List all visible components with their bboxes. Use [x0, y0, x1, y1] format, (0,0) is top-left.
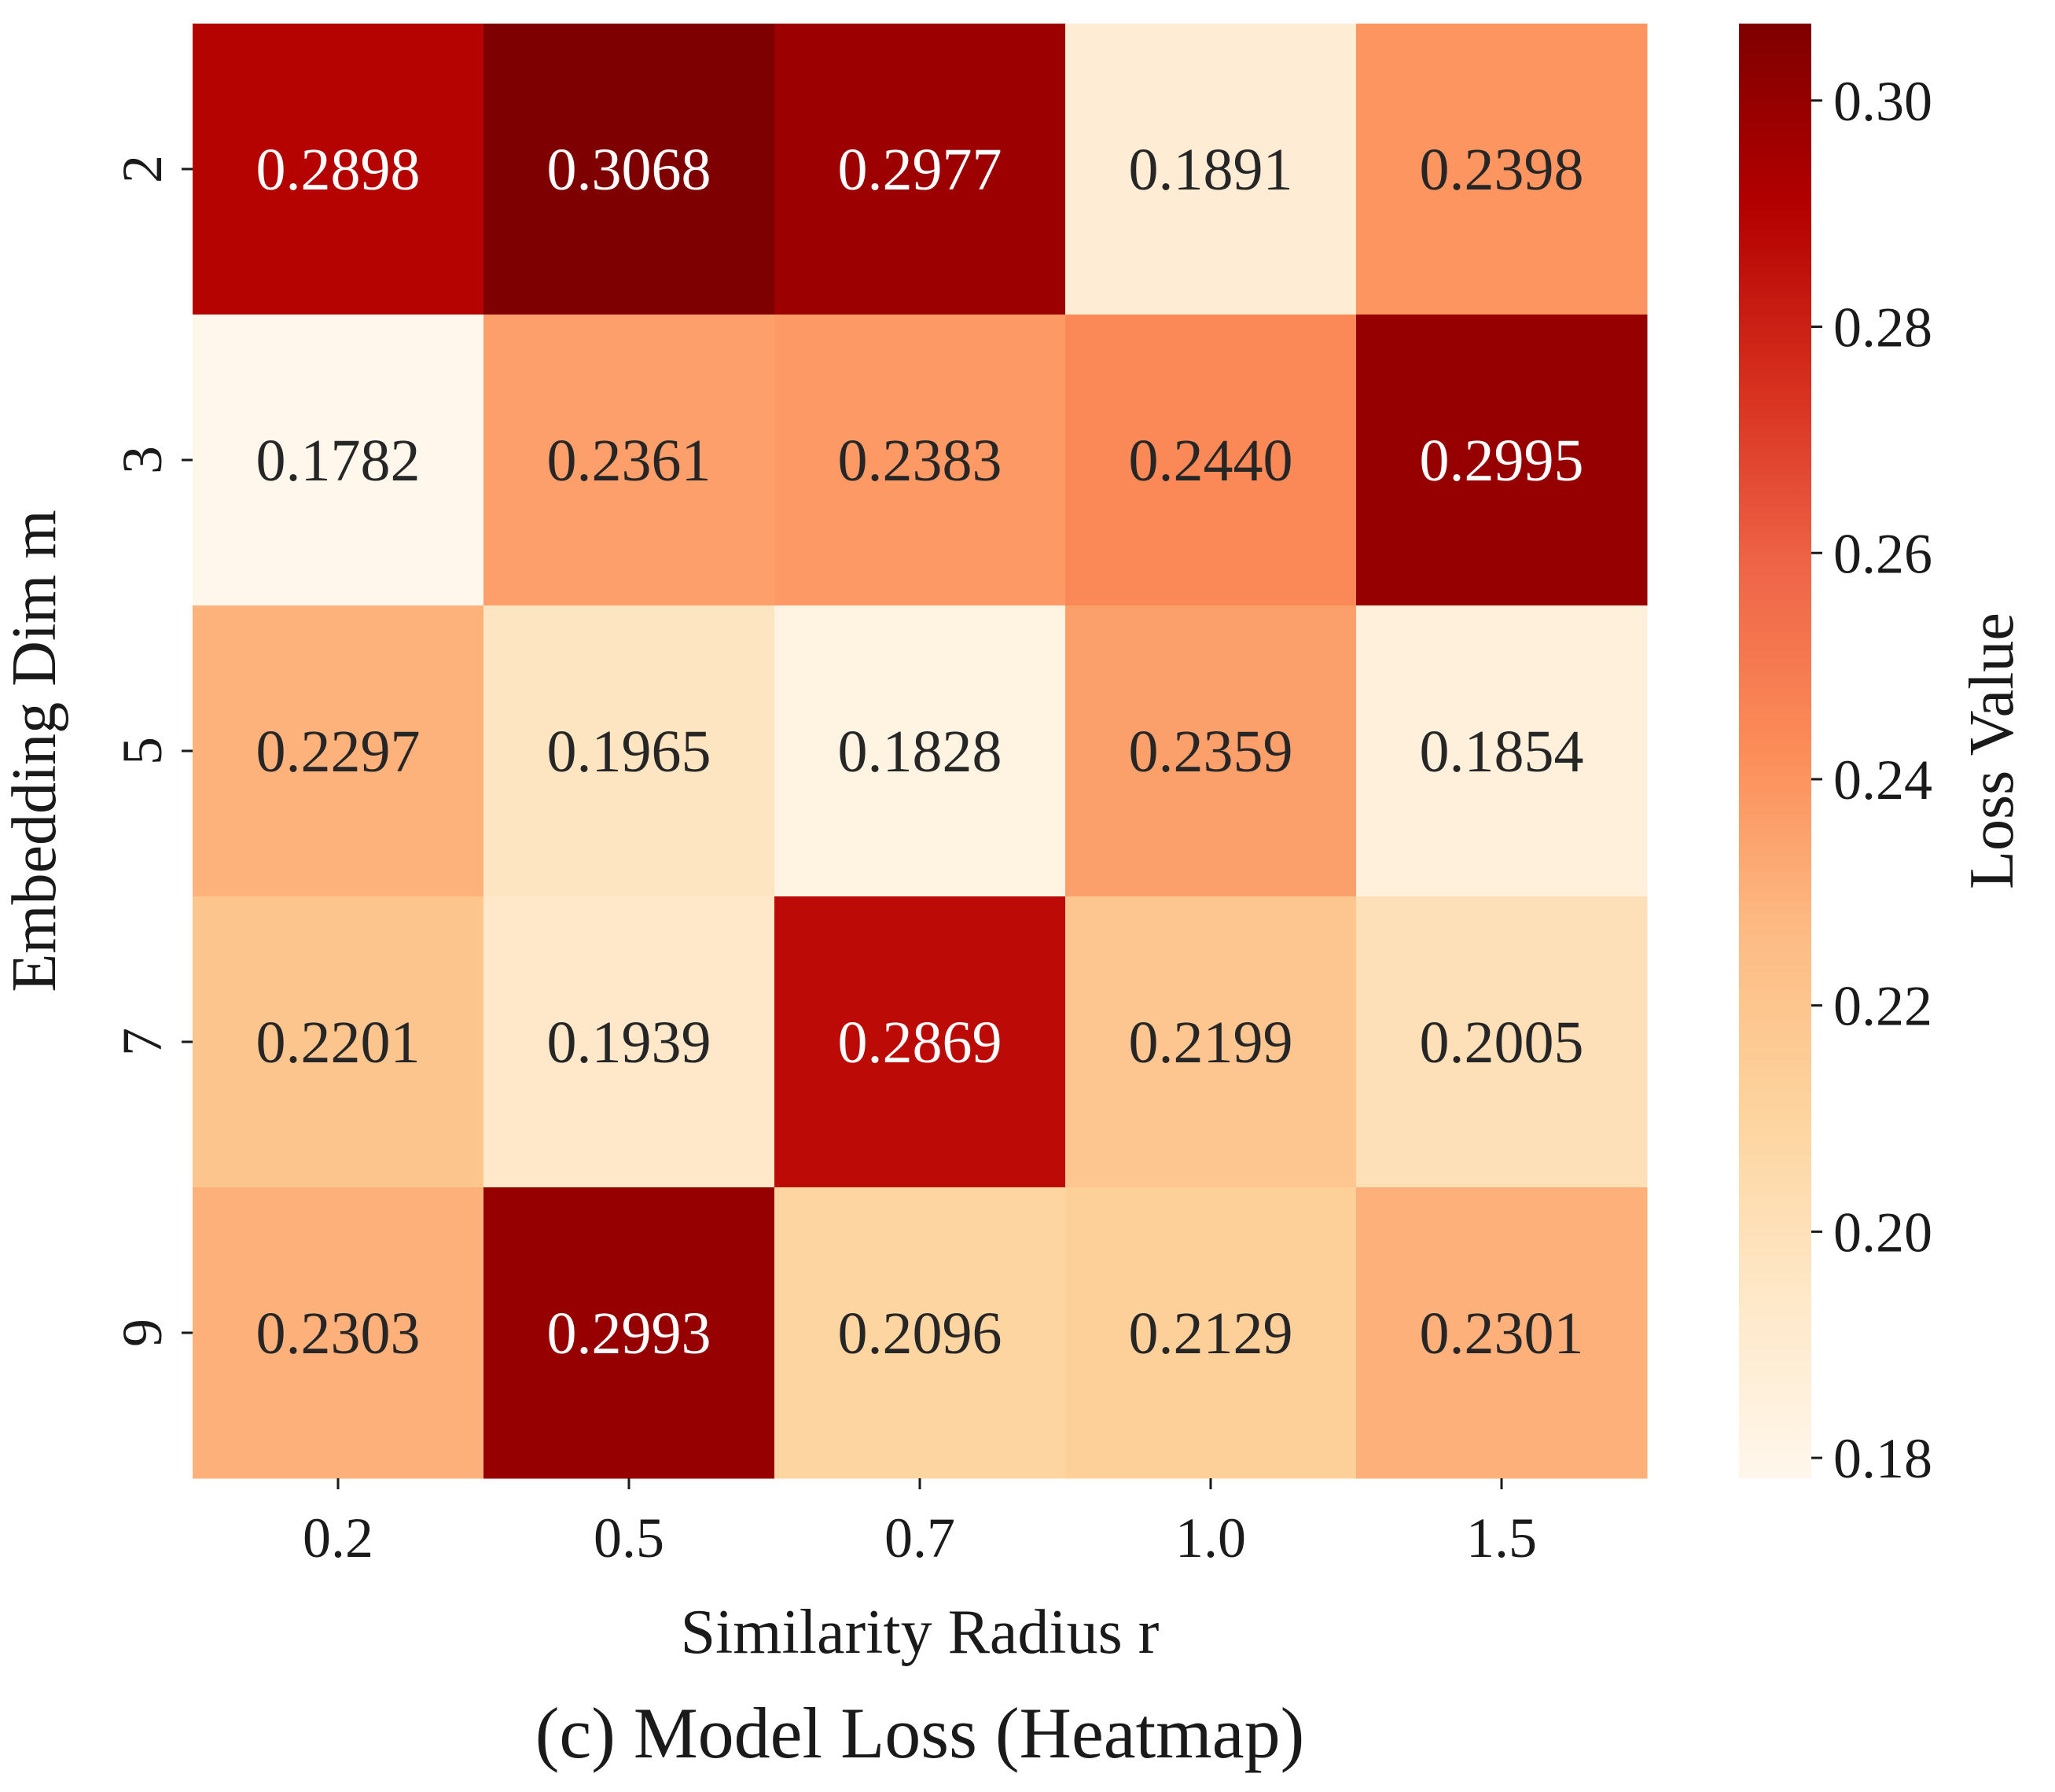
x-axis-label: Similarity Radius r: [681, 1598, 1160, 1667]
heatmap-cell: [1356, 605, 1648, 897]
x-tick-label: 1.5: [1466, 1507, 1537, 1569]
colorbar-ticks: 0.18 0.20 0.22 0.24 0.26 0.28 0.30: [1811, 70, 1932, 1490]
cell-value-label: 0.1965: [547, 719, 711, 785]
cell-value-label: 0.2361: [547, 428, 711, 494]
heatmap-cell: [774, 315, 1066, 606]
y-tick-label: 9: [111, 1319, 174, 1347]
heatmap-cell: [774, 605, 1066, 897]
cell-value-label: 0.2898: [256, 137, 421, 203]
heatmap-cell: [483, 315, 775, 606]
cell-value-label: 0.2201: [256, 1010, 421, 1076]
heatmap-cell: [1356, 896, 1648, 1188]
heatmap-cell: [193, 1187, 484, 1479]
heatmap-cell: [774, 24, 1066, 315]
colorbar-label: Loss Value: [1958, 613, 2027, 889]
cell-value-label: 0.2398: [1420, 137, 1584, 203]
x-tick-label: 1.0: [1175, 1507, 1246, 1569]
heatmap-cell: [483, 896, 775, 1188]
cell-value-label: 0.2995: [1420, 428, 1584, 494]
colorbar-tick-label: 0.28: [1833, 296, 1932, 359]
x-tick-label: 0.5: [594, 1507, 664, 1569]
heatmap-cell: [193, 605, 484, 897]
cell-value-label: 0.2977: [838, 137, 1002, 203]
cell-value-label: 0.2301: [1420, 1301, 1584, 1367]
colorbar-tick-label: 0.22: [1833, 975, 1932, 1038]
y-tick-label: 7: [111, 1028, 174, 1056]
cell-value-label: 0.3068: [547, 137, 711, 203]
cell-value-label: 0.2440: [1129, 428, 1293, 494]
cell-value-label: 0.1891: [1129, 137, 1293, 203]
cell-value-label: 0.2359: [1129, 719, 1293, 785]
heatmap-cell: [483, 605, 775, 897]
chart-caption: (c) Model Loss (Heatmap): [535, 1693, 1304, 1773]
heatmap-cell: [193, 315, 484, 606]
y-axis-ticks: 2 3 5 7 9: [111, 155, 193, 1347]
cell-value-label: 0.1782: [256, 428, 421, 494]
colorbar-tick-label: 0.30: [1833, 70, 1932, 133]
cell-value-label: 0.1828: [838, 719, 1002, 785]
colorbar-tick-label: 0.24: [1833, 749, 1932, 811]
heatmap-cell: [1065, 605, 1357, 897]
x-tick-label: 0.2: [303, 1507, 373, 1569]
x-tick-label: 0.7: [884, 1507, 955, 1569]
heatmap-cell: [1356, 24, 1648, 315]
y-tick-label: 5: [111, 737, 174, 765]
heatmap-cell: [774, 896, 1066, 1188]
heatmap-cell: [774, 1187, 1066, 1479]
colorbar-tick-label: 0.26: [1833, 522, 1932, 585]
heatmap-cell: [1065, 896, 1357, 1188]
heatmap-cell: [1065, 315, 1357, 606]
cell-value-label: 0.2869: [838, 1010, 1002, 1076]
heatmap-cell: [1356, 1187, 1648, 1479]
y-tick-label: 3: [111, 446, 174, 474]
heatmap-cell: [1065, 1187, 1357, 1479]
heatmap-cell: [483, 1187, 775, 1479]
cell-value-label: 0.1854: [1420, 719, 1584, 785]
heatmap-cell: [193, 24, 484, 315]
cell-value-label: 0.2303: [256, 1301, 421, 1367]
heatmap-cell-labels: 0.2898 0.3068 0.2977 0.1891 0.2398 0.1782 0.23…: [256, 137, 1584, 1367]
y-tick-label: 2: [111, 155, 174, 183]
y-axis-label: Embedding Dim m: [0, 510, 69, 992]
cell-value-label: 0.2005: [1420, 1010, 1584, 1076]
cell-value-label: 0.2199: [1129, 1010, 1293, 1076]
x-axis-ticks: 0.2 0.5 0.7 1.0 1.5: [303, 1478, 1537, 1569]
colorbar-tick-label: 0.18: [1833, 1427, 1932, 1490]
cell-value-label: 0.2129: [1129, 1301, 1293, 1367]
colorbar-tick-label: 0.20: [1833, 1201, 1932, 1264]
heatmap-cells: [193, 24, 1648, 1479]
heatmap-cell: [1356, 315, 1648, 606]
heatmap-cell: [193, 896, 484, 1188]
cell-value-label: 0.2297: [256, 719, 421, 785]
cell-value-label: 0.2993: [547, 1301, 711, 1367]
heatmap-cell: [483, 24, 775, 315]
colorbar-gradient: [1739, 24, 1811, 1478]
heatmap-cell: [1065, 24, 1357, 315]
cell-value-label: 0.1939: [547, 1010, 711, 1076]
cell-value-label: 0.2096: [838, 1301, 1002, 1367]
colorbar: 0.18 0.20 0.22 0.24 0.26 0.28 0.30 Loss Value: [1739, 24, 2027, 1490]
cell-value-label: 0.2383: [838, 428, 1002, 494]
